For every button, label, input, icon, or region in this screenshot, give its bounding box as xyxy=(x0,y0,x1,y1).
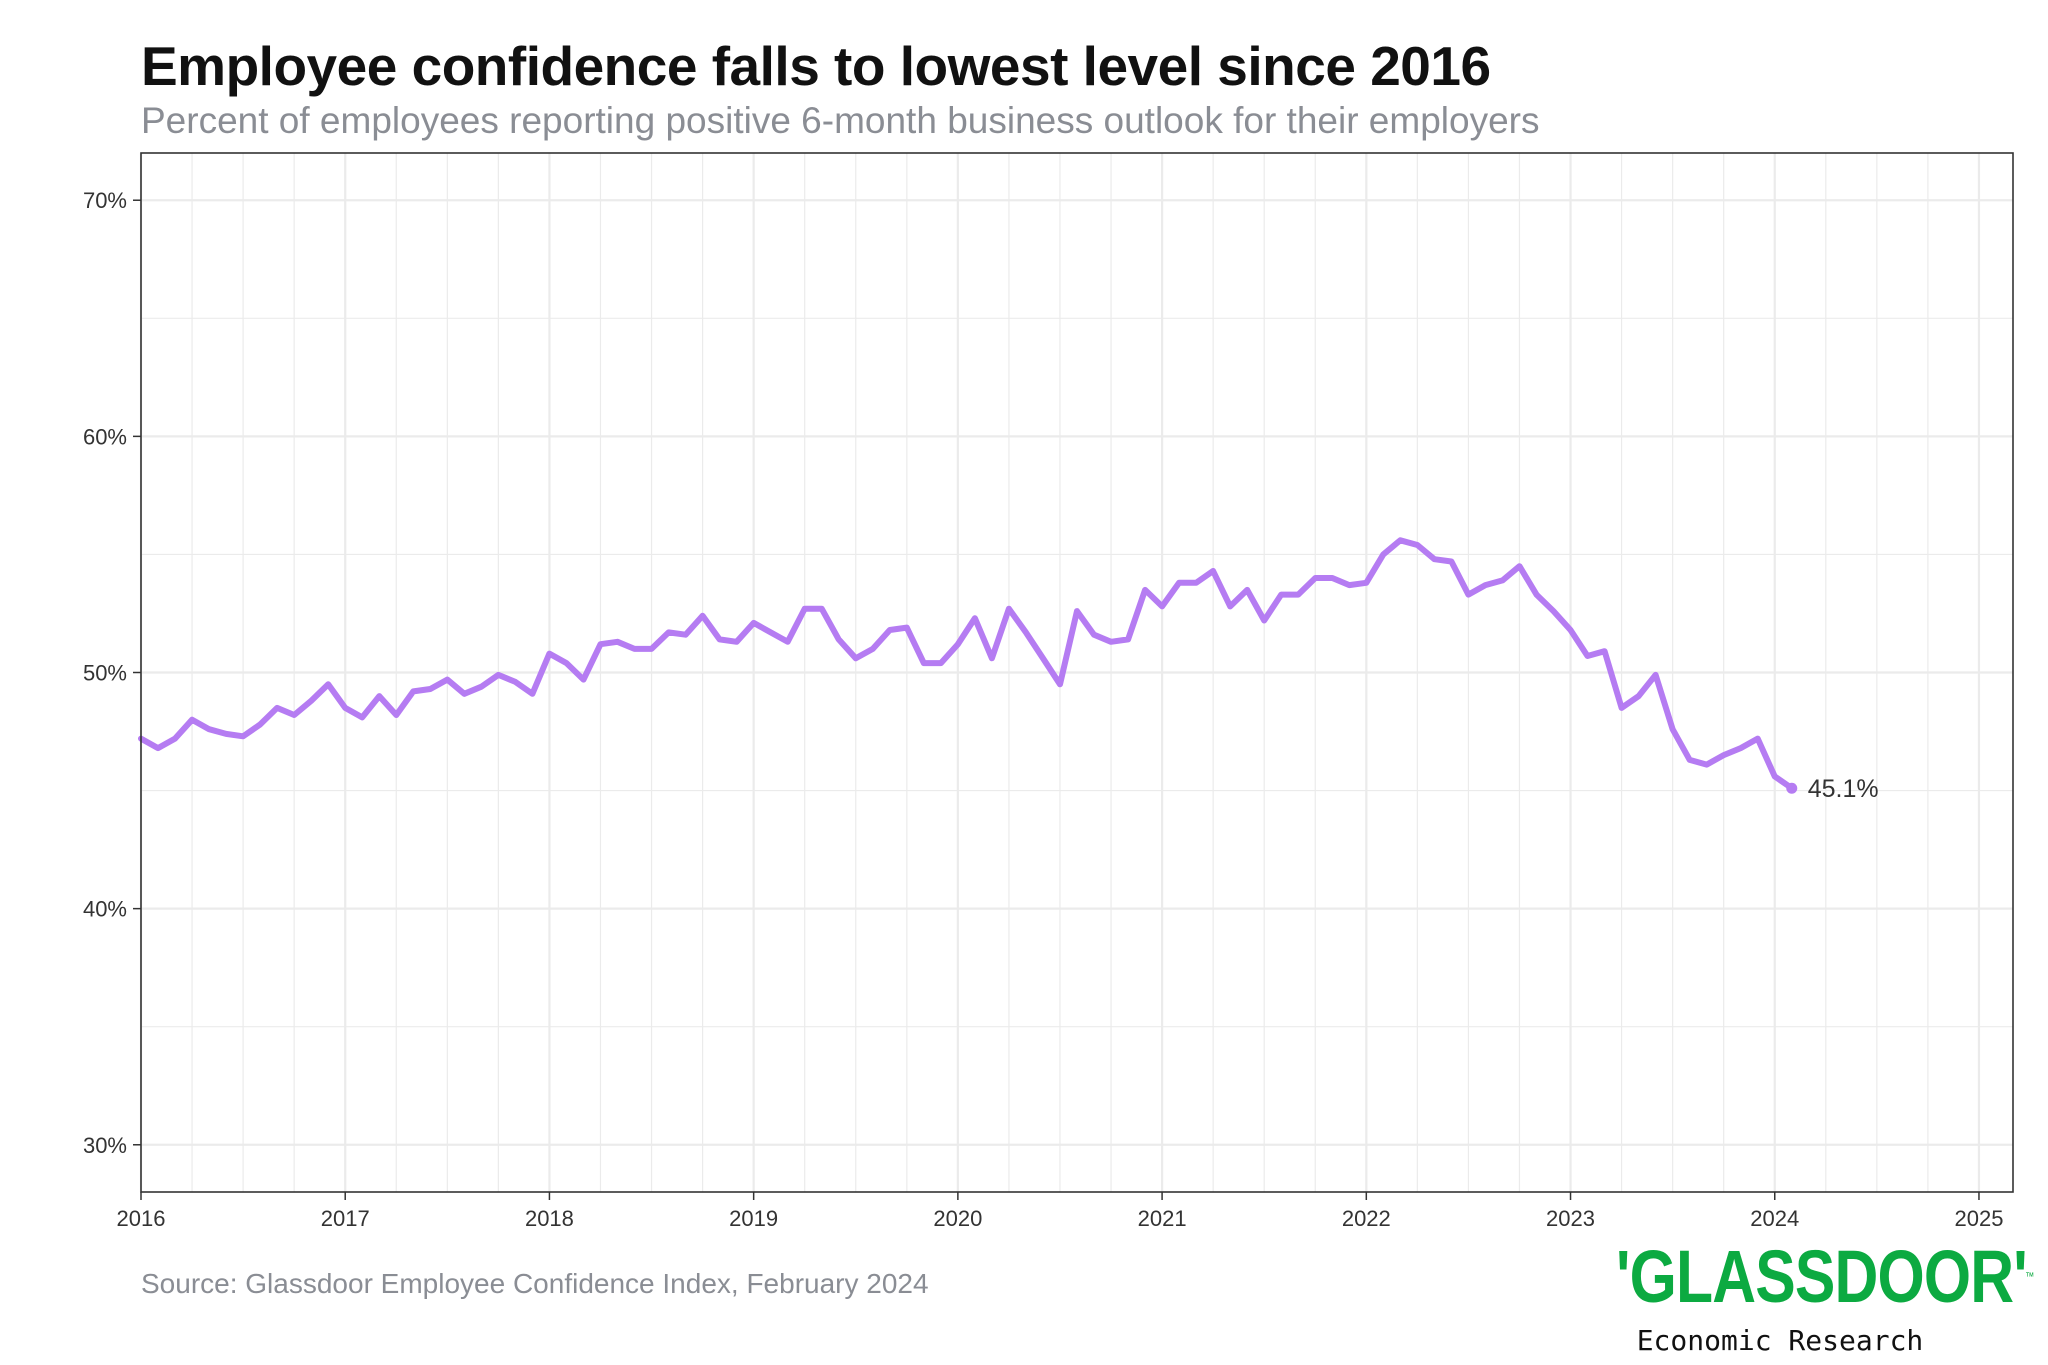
x-tick-label: 2018 xyxy=(525,1206,574,1231)
glassdoor-wordmark: 'GLASSDOOR'™ xyxy=(1616,1240,2034,1314)
last-value-label: 45.1% xyxy=(1808,775,1879,803)
y-tick-label: 40% xyxy=(83,897,127,922)
y-tick-label: 30% xyxy=(83,1133,127,1158)
x-tick-label: 2023 xyxy=(1546,1206,1595,1231)
x-tick-label: 2020 xyxy=(933,1206,982,1231)
x-axis: 2016 2017 2018 2019 2020 2021 2022 2023 2024 2025 xyxy=(117,1192,2003,1231)
last-point-marker xyxy=(1786,782,1798,794)
glassdoor-logo: 'GLASSDOOR'™ Economic Research xyxy=(1580,1240,2034,1358)
plot-border xyxy=(140,152,2014,1193)
x-tick-label: 2021 xyxy=(1138,1206,1187,1231)
x-tick-label: 2025 xyxy=(1954,1206,2003,1231)
confidence-series-line xyxy=(138,537,1795,792)
source-note: Source: Glassdoor Employee Confidence In… xyxy=(141,1268,929,1299)
y-axis: 30% 40% 50% 60% 70% xyxy=(83,188,141,1158)
y-tick-label: 60% xyxy=(83,424,127,449)
y-tick-label: 70% xyxy=(83,188,127,213)
x-tick-label: 2016 xyxy=(117,1206,166,1231)
x-tick-label: 2017 xyxy=(321,1206,370,1231)
x-tick-label: 2019 xyxy=(729,1206,778,1231)
brand-name: 'GLASSDOOR' xyxy=(1616,1235,2028,1318)
chart-title: Employee confidence falls to lowest leve… xyxy=(141,35,1491,97)
brand-subtitle: Economic Research xyxy=(1636,1324,1924,1357)
y-tick-label: 50% xyxy=(83,661,127,686)
trademark-mark: ™ xyxy=(2025,1271,2034,1283)
chart-subtitle: Percent of employees reporting positive … xyxy=(141,100,1540,141)
series-group: 45.1% xyxy=(138,537,1879,803)
x-tick-label: 2022 xyxy=(1342,1206,1391,1231)
x-tick-label: 2024 xyxy=(1750,1206,1799,1231)
